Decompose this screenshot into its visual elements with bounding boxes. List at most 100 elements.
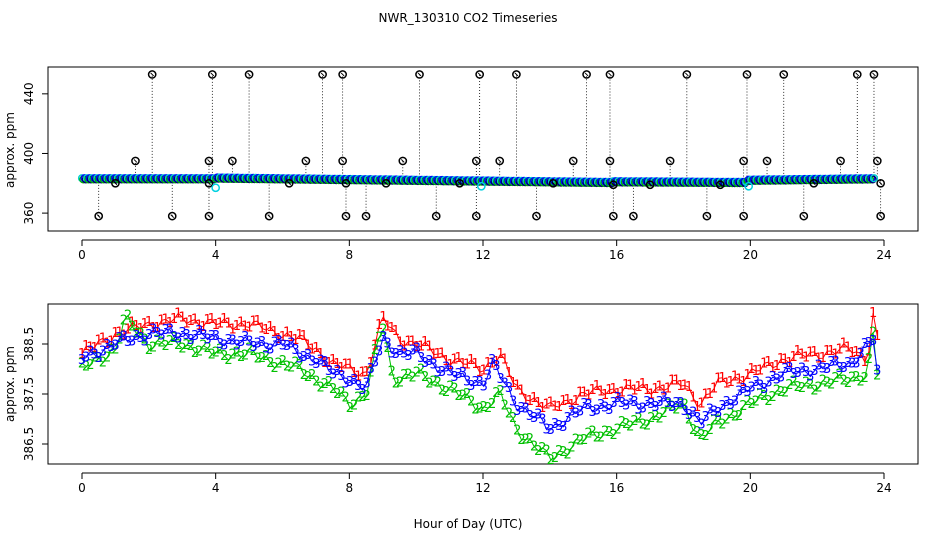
series-1-marker: 1 [689, 391, 697, 406]
top-point-3 [715, 180, 725, 190]
series-3-marker: 3 [375, 344, 383, 359]
series-3-marker: 3 [584, 398, 592, 413]
series-2-marker: 2 [216, 343, 224, 358]
series-2-marker: 2 [735, 409, 743, 424]
series-1-marker: 1 [509, 376, 517, 391]
series-3-marker: 3 [764, 375, 772, 390]
series-1-marker: 1 [756, 364, 764, 379]
series-3-marker: 3 [287, 336, 295, 351]
series-2-marker: 2 [542, 444, 550, 459]
series-2-marker: 2 [697, 428, 705, 443]
top-baseline-point [864, 174, 874, 183]
series-1-marker: 1 [639, 377, 647, 392]
series-1-marker: 1 [136, 322, 144, 337]
series-1-marker: 1 [505, 366, 513, 381]
top-point-1 [228, 156, 237, 166]
top-point-2 [876, 211, 886, 221]
top-point-2 [799, 211, 809, 221]
series-3-marker: 3 [798, 361, 806, 376]
series-2-marker: 2 [111, 342, 119, 357]
series-3-marker: 3 [681, 404, 689, 419]
series-3-marker: 3 [136, 331, 144, 346]
top-point-0 [415, 70, 424, 79]
series-1-marker: 1 [568, 398, 576, 413]
x-axis-label: Hour of Day (UTC) [414, 517, 523, 531]
series-3-marker: 3 [195, 324, 203, 339]
series-2-marker: 2 [492, 386, 500, 401]
top-point-4 [476, 181, 486, 191]
series-3-marker: 3 [756, 379, 764, 394]
top-point-mark [571, 159, 576, 163]
series-2-marker: 2 [835, 368, 843, 383]
series-2-marker: 2 [199, 339, 207, 354]
series-2-marker: 2 [568, 441, 576, 456]
series-1-marker: 1 [191, 313, 199, 328]
series-1-marker: 1 [601, 388, 609, 403]
series-2-marker: 2 [547, 453, 555, 468]
series-2-marker: 2 [300, 368, 308, 383]
series-1-marker: 1 [614, 387, 622, 402]
series-2-marker: 2 [145, 343, 153, 358]
series-2-marker: 2 [78, 356, 86, 371]
series-2-marker: 2 [249, 344, 257, 359]
series-1-marker: 1 [354, 370, 362, 385]
top-point-3 [284, 178, 294, 188]
series-3-marker: 3 [145, 328, 153, 343]
series-2-marker: 2 [362, 389, 370, 404]
series-1-marker: 1 [605, 383, 613, 398]
top-point-0 [852, 70, 862, 79]
series-1-marker: 1 [425, 340, 433, 355]
series-1-marker: 1 [241, 320, 249, 335]
series-1-marker: 1 [342, 358, 350, 373]
series-3-marker: 3 [383, 336, 391, 351]
series-3-marker: 3 [266, 343, 274, 358]
bottom-y-tick-label: 388.5 [22, 327, 36, 361]
series-2-marker: 2 [308, 368, 316, 383]
series-1-marker: 1 [731, 370, 739, 385]
top-point-mark [417, 72, 422, 77]
series-3-marker: 3 [538, 413, 546, 428]
series-1-marker: 1 [501, 352, 509, 367]
series-2-marker: 2 [601, 425, 609, 440]
series-3-marker: 3 [865, 336, 873, 351]
series-1-marker: 1 [840, 337, 848, 352]
top-point-mark [684, 72, 689, 77]
series-2-marker: 2 [141, 332, 149, 347]
series-2-marker: 2 [513, 423, 521, 438]
series-1-marker: 1 [145, 315, 153, 330]
bottom-x-tick-label: 8 [346, 481, 354, 495]
series-1-marker: 1 [367, 356, 375, 371]
series-2-marker: 2 [743, 394, 751, 409]
series-2-marker: 2 [124, 309, 132, 324]
series-3-marker: 3 [162, 323, 170, 338]
series-1-marker: 1 [534, 396, 542, 411]
series-3-marker: 3 [731, 395, 739, 410]
series-1-marker: 1 [643, 383, 651, 398]
series-2-marker: 2 [388, 364, 396, 379]
top-point-mark [608, 72, 612, 77]
series-2-marker: 2 [752, 395, 760, 410]
series-1-marker: 1 [869, 306, 877, 321]
series-1-marker: 1 [262, 323, 270, 338]
series-1-marker: 1 [597, 385, 605, 400]
series-1-marker: 1 [547, 395, 555, 410]
series-1-marker: 1 [275, 332, 283, 347]
series-2-marker: 2 [798, 381, 806, 396]
series-3-marker: 3 [781, 362, 789, 377]
top-drop-lines [98, 74, 882, 217]
series-1-marker: 1 [798, 348, 806, 363]
series-2-marker: 2 [559, 445, 567, 460]
series-3-marker: 3 [337, 369, 345, 384]
series-2-marker: 2 [321, 377, 329, 392]
series-3-marker: 3 [413, 342, 421, 357]
series-1-marker: 1 [237, 315, 245, 330]
series-2-marker: 2 [584, 426, 592, 441]
series-3-marker: 3 [220, 339, 228, 354]
series-1-marker: 1 [266, 320, 274, 335]
top-point-0 [512, 70, 521, 79]
series-1-marker: 1 [99, 331, 107, 346]
series-1-marker: 1 [852, 345, 860, 360]
series-1-marker: 1 [576, 386, 584, 401]
series-2-marker: 2 [455, 389, 463, 404]
series-1-marker: 1 [781, 353, 789, 368]
